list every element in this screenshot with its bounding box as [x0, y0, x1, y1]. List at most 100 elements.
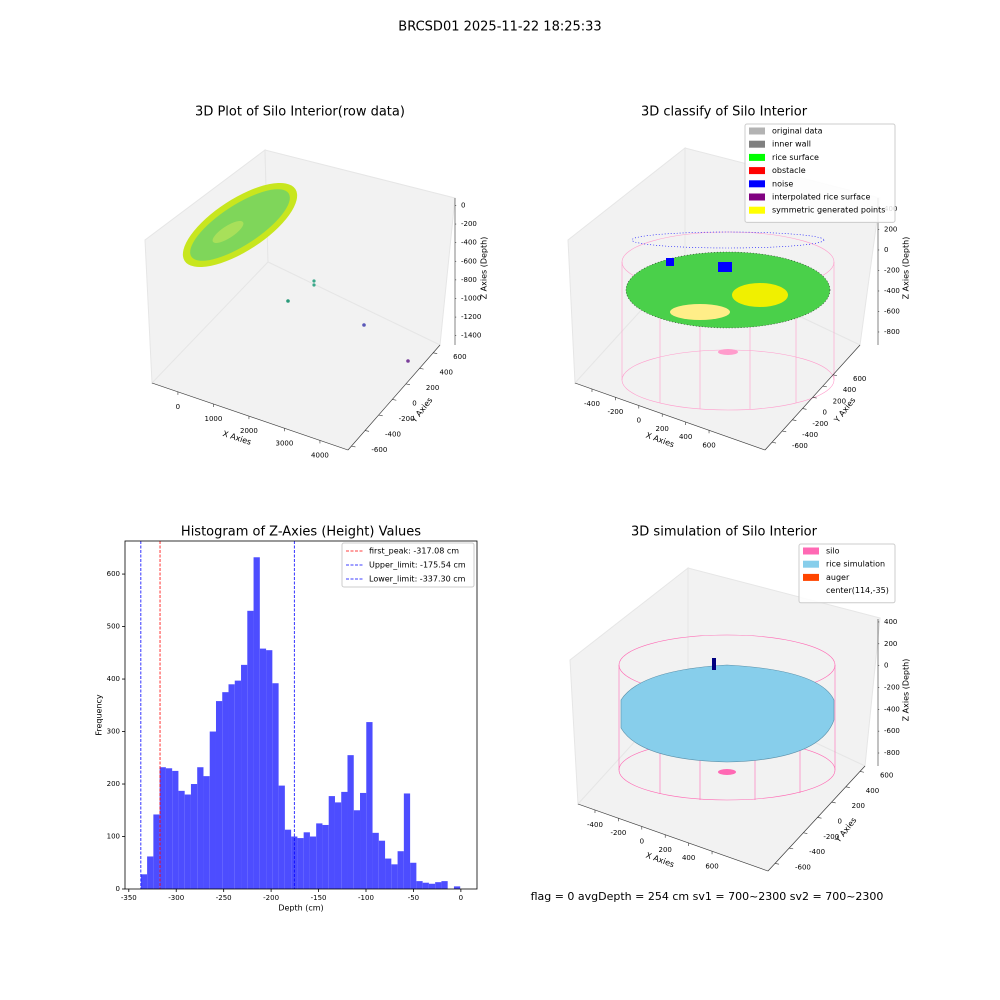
bar	[441, 881, 448, 889]
silo-simulation	[618, 634, 836, 801]
bar	[328, 796, 335, 889]
legend-label: rice simulation	[826, 560, 885, 569]
legend-swatch	[749, 127, 765, 135]
y-tick-label: 600	[107, 570, 120, 578]
bar	[241, 664, 248, 889]
x-tick-label: 400	[682, 854, 695, 862]
y-tick	[812, 397, 817, 399]
z-tick-label: -1200	[461, 313, 481, 321]
bar	[222, 692, 229, 889]
y-tick-label: -200	[399, 415, 415, 423]
y-tick-label: 0	[412, 399, 416, 407]
x-tick-label: 200	[656, 425, 669, 433]
z-tick-label: 0	[461, 201, 465, 209]
x-tick-label: -400	[584, 400, 600, 408]
z-tick-label: -600	[884, 727, 900, 735]
point-cloud-classified	[621, 231, 835, 411]
bar	[153, 814, 160, 889]
x-tick-label: 0	[637, 416, 641, 424]
legend-swatch	[803, 547, 819, 555]
legend-label: Upper_limit: -175.54 cm	[369, 561, 466, 570]
z-tick-label: -1000	[461, 294, 481, 302]
bar	[259, 648, 267, 889]
bar	[360, 792, 367, 889]
footer-text: flag = 0 avgDepth = 254 cm sv1 = 700~230…	[531, 890, 884, 903]
y-axis-label: Frequency	[95, 694, 104, 736]
x-tick-label: -400	[587, 821, 603, 829]
bar	[253, 557, 260, 889]
y-tick-label: 100	[107, 833, 120, 841]
y-tick	[803, 832, 808, 834]
legend-label: first_peak: -317.08 cm	[369, 547, 459, 556]
y-tick	[845, 786, 850, 788]
y-tick-label: 0	[116, 885, 120, 893]
y-tick-label: 0	[837, 817, 841, 825]
x-tick-label: -150	[311, 894, 327, 902]
z-axis-label: Z Axies (Depth)	[480, 237, 489, 300]
bar	[190, 784, 198, 889]
bar	[309, 836, 317, 889]
y-tick	[792, 419, 797, 421]
y-tick-label: 400	[440, 368, 453, 376]
y-tick	[782, 430, 787, 433]
bar	[209, 731, 216, 889]
x-tick-label: 400	[679, 433, 692, 441]
legend-label: silo	[826, 547, 840, 556]
z-tick-label: -400	[461, 239, 477, 247]
legend-swatch	[749, 180, 765, 188]
plot-frame	[124, 540, 478, 890]
bar	[228, 684, 235, 889]
bar	[303, 832, 310, 889]
axes-3d	[144, 149, 456, 451]
legend-swatch	[803, 560, 819, 568]
y-tick	[419, 368, 424, 370]
y-tick-label: -600	[371, 446, 387, 454]
y-tick-label: 500	[107, 623, 120, 631]
y-tick-label: 200	[852, 802, 865, 810]
bar	[403, 793, 411, 889]
y-tick	[822, 385, 827, 388]
y-tick-label: 200	[107, 780, 120, 788]
z-tick-label: 0	[884, 662, 888, 670]
bar	[428, 883, 436, 889]
legend-label: Lower_limit: -337.30 cm	[369, 575, 466, 584]
x-axis-line	[151, 382, 349, 451]
z-axis-label: Z Axies (Depth)	[902, 659, 911, 722]
legend-label: noise	[772, 179, 793, 188]
bar	[203, 776, 210, 889]
z-tick-label: -200	[461, 220, 477, 228]
y-tick-label: -200	[823, 833, 839, 841]
y-axis-line	[347, 344, 441, 451]
x-tick-label: -200	[607, 408, 623, 416]
bar	[140, 874, 148, 889]
z-tick-label: 200	[884, 225, 897, 233]
subplot-title: Histogram of Z-Axies (Height) Values	[181, 525, 421, 540]
legend-label: obstacle	[772, 166, 806, 175]
bar	[322, 824, 329, 889]
legend-swatch	[803, 587, 819, 595]
y-tick	[817, 817, 822, 819]
z-tick-label: -600	[884, 307, 900, 315]
y-tick	[351, 445, 356, 448]
x-axis-label: X Axies	[645, 431, 676, 450]
z-axis-label: Z Axies (Depth)	[902, 237, 911, 300]
z-tick-label: -200	[884, 683, 900, 691]
y-tick	[771, 441, 777, 444]
x-axis-line	[577, 803, 769, 872]
x-tick-label: -350	[121, 894, 137, 902]
legend-swatch	[749, 206, 765, 214]
legend-label: symmetric generated points	[772, 206, 885, 215]
bar	[247, 610, 254, 889]
bar	[316, 823, 323, 889]
bar	[284, 829, 292, 889]
legend-swatch	[803, 573, 819, 581]
x-tick-label: -100	[358, 894, 374, 902]
bar	[297, 838, 304, 889]
x-tick-label: -50	[408, 894, 419, 902]
legend-label: center(114,-35)	[826, 586, 889, 595]
y-tick	[859, 771, 865, 773]
z-tick-label: -400	[884, 287, 900, 295]
y-tick-label: 600	[453, 353, 466, 361]
y-tick-label: -600	[795, 863, 811, 871]
y-tick	[789, 847, 794, 850]
